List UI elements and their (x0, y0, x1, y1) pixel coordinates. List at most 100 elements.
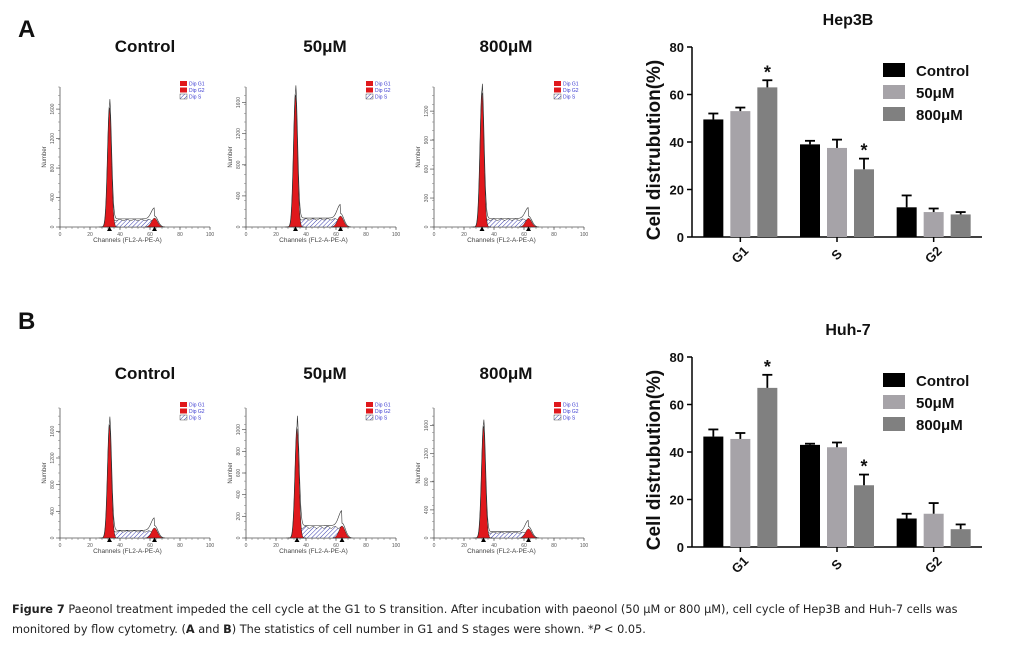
x-tick-label: 40 (303, 232, 309, 238)
legend-label: 800μM (916, 417, 963, 434)
legend-label: Dip G1 (563, 82, 579, 88)
histogram-huh7-control: 0 400 800 1200 1600 Number 0 20 40 60 80 100 Channel… (42, 402, 214, 555)
x-tick-label: 0 (433, 232, 436, 238)
y-tick-label: 1600 (236, 97, 242, 108)
y-tick-label: 1600 (50, 103, 56, 114)
x-tick-label: 40 (117, 543, 123, 549)
y-tick-label: 60 (670, 398, 684, 413)
condition-title-50um-a: 50μM (303, 37, 347, 56)
legend-swatch-dip-g1 (366, 81, 373, 86)
legend-label: Dip S (563, 416, 576, 422)
histogram-huh7-50um: 0 200 400 600 800 1000 Number 0 20 40 60 80 100 Chann… (228, 402, 401, 555)
legend-label: Dip S (375, 95, 388, 101)
y-tick-label: 80 (670, 350, 684, 365)
x-tick-label: 100 (580, 543, 589, 549)
x-tick-label: 0 (59, 543, 62, 549)
g1-marker-icon (293, 226, 298, 231)
bar-g1-2 (757, 387, 778, 547)
bar-g1-1 (730, 111, 751, 237)
histogram-hep3b-50um: 0 400 800 1200 1600 Number 0 20 40 60 80 100 Channel… (228, 81, 401, 244)
y-axis-label: Number (228, 146, 234, 167)
s-phase-region (109, 218, 155, 228)
g2-peak (145, 527, 164, 539)
y-tick-label: 300 (424, 194, 430, 203)
x-tick-label: G1 (729, 553, 752, 576)
y-tick-label: 1600 (50, 426, 56, 437)
legend-swatch-dip-g1 (554, 81, 561, 86)
condition-title-control-b: Control (114, 364, 176, 383)
x-tick-label: 60 (521, 543, 527, 549)
x-tick-label: 40 (491, 543, 497, 549)
x-tick-label: 20 (87, 232, 93, 238)
x-tick-label: G1 (729, 243, 752, 266)
x-tick-label: 100 (580, 232, 589, 238)
y-tick-label: 0 (677, 230, 684, 245)
caption-text-2a: monitored by flow cytometry. ( (12, 623, 186, 636)
g1-peak (100, 107, 119, 228)
x-tick-label: 80 (177, 232, 183, 238)
x-tick-label: 60 (147, 543, 153, 549)
legend-label: Control (916, 373, 969, 390)
y-tick-label: 20 (670, 183, 684, 198)
x-tick-label: 0 (245, 543, 248, 549)
caption-text-2b: and (194, 623, 224, 636)
legend-swatch-dip-g1 (180, 81, 187, 86)
y-tick-label: 600 (236, 469, 242, 478)
legend-label: Dip G1 (563, 403, 579, 409)
s-phase-region (483, 531, 529, 539)
x-tick-label: 100 (392, 543, 401, 549)
caption-text-2c: ) The statistics of cell number in G1 an… (231, 623, 594, 636)
histogram-envelope (473, 419, 540, 539)
panel-letter-b: B (18, 308, 36, 335)
g1-peak (287, 428, 307, 539)
g2-peak (145, 217, 164, 228)
bar-g1-2 (757, 87, 778, 237)
y-tick-label: 1200 (50, 133, 56, 144)
x-axis-label: Channels (FL2-A-PE-A) (279, 548, 348, 555)
g1-peak (474, 426, 493, 539)
histogram-hep3b-control: 0 400 800 1200 1600 Number 0 20 40 60 80 100 Channel… (42, 81, 214, 244)
g1-marker-icon (107, 226, 112, 231)
condition-title-800um-a: 800μM (479, 37, 533, 56)
y-tick-label: 1200 (50, 452, 56, 463)
g2-peak (519, 218, 538, 228)
y-axis-label: Number (416, 146, 422, 167)
x-tick-label: 100 (392, 232, 401, 238)
y-tick-label: 0 (50, 536, 56, 539)
caption-text-1: Paeonol treatment impeded the cell cycle… (64, 603, 958, 616)
x-tick-label: 20 (87, 543, 93, 549)
y-tick-label: 0 (236, 225, 242, 228)
y-tick-label: 400 (236, 191, 242, 200)
histogram-hep3b-800um: 0 300 600 900 1200 Number 0 20 40 60 80 100 Channels… (416, 81, 589, 244)
x-axis-label: Channels (FL2-A-PE-A) (467, 237, 536, 244)
bar-chart-hep3b: Hep3B Cell distrubution(%) 0 20 40 60 80 G1 * S * G… (644, 12, 982, 266)
y-tick-label: 80 (670, 40, 684, 55)
y-axis-label: Cell distrubution(%) (644, 370, 665, 550)
chart-title: Hep3B (823, 12, 874, 29)
legend-swatch (883, 373, 905, 387)
y-axis-label: Cell distrubution(%) (644, 60, 665, 240)
legend-swatch (883, 85, 905, 99)
legend-label: Dip G2 (189, 409, 205, 415)
condition-title-800um-b: 800μM (479, 364, 533, 383)
histogram-envelope (99, 416, 166, 539)
x-tick-label: 0 (433, 543, 436, 549)
y-tick-label: 400 (50, 507, 56, 516)
bar-s-0 (800, 144, 820, 237)
s-phase-region (296, 525, 343, 539)
bar-g1-0 (703, 119, 724, 237)
y-tick-label: 900 (424, 136, 430, 145)
legend-swatch-dip-s (365, 414, 374, 421)
g2-peak (331, 215, 350, 228)
s-phase-region (295, 218, 341, 228)
legend-label: 800μM (916, 107, 963, 124)
bar-s-2 (854, 485, 874, 547)
legend-label: Dip G1 (189, 403, 205, 409)
x-tick-label: 40 (303, 543, 309, 549)
legend-swatch-dip-s (179, 414, 188, 421)
bar-chart-huh7: Huh-7 Cell distrubution(%) 0 20 40 60 80 G1 * S * G… (644, 322, 982, 576)
legend-label: Dip G1 (375, 82, 391, 88)
legend-swatch (883, 417, 905, 431)
legend-label: Dip G2 (563, 88, 579, 94)
y-tick-label: 20 (670, 493, 684, 508)
